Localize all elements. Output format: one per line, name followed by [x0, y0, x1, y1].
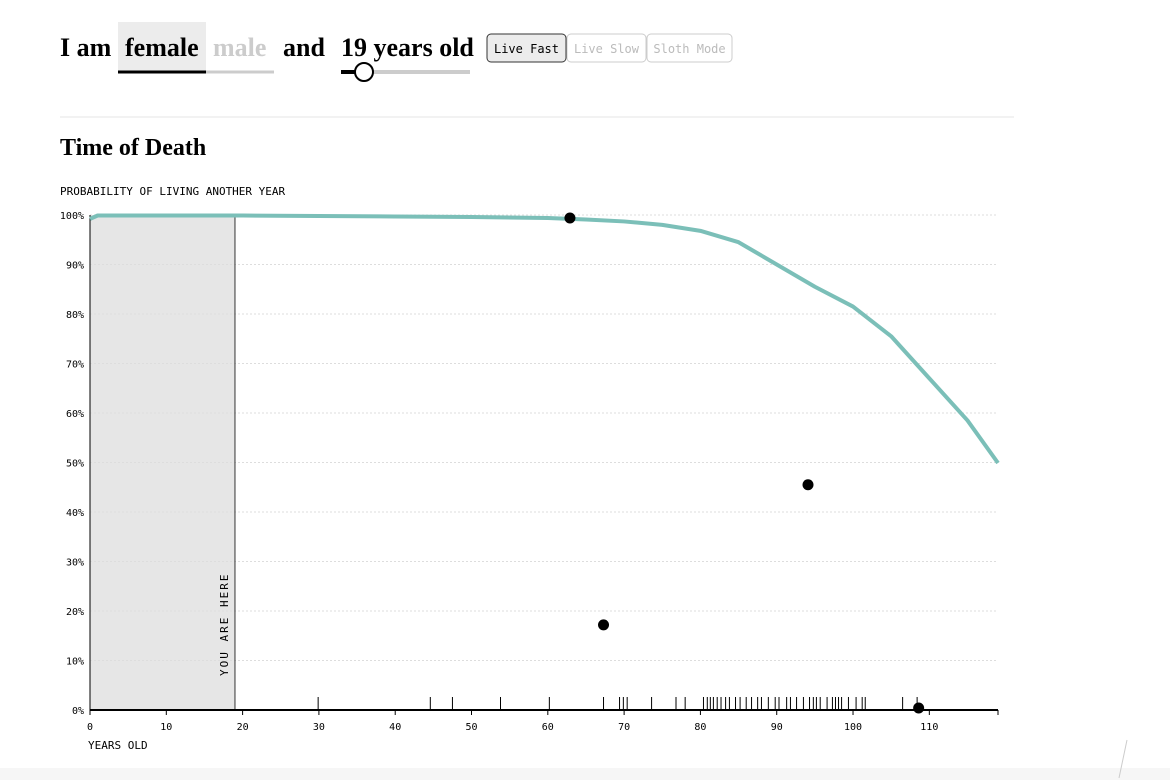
y-tick-label: 30% [66, 558, 84, 569]
prefix: I am [60, 33, 112, 62]
death-point [802, 479, 814, 491]
x-tick-label: 40 [389, 722, 401, 733]
mode-button[interactable] [566, 33, 647, 63]
x-tick-label: 20 [237, 722, 249, 733]
sex-option[interactable]: male [213, 33, 266, 62]
mode-button-label[interactable]: Live Fast [494, 42, 559, 56]
death-point [913, 702, 925, 714]
x-tick-label: 30 [313, 722, 325, 733]
mode-button[interactable] [486, 33, 567, 63]
x-tick-label: 0 [87, 722, 93, 733]
chart-title: Time of Death [60, 135, 206, 161]
x-tick-label: 70 [618, 722, 630, 733]
y-tick-label: 60% [66, 409, 84, 420]
decoration [1118, 739, 1128, 779]
joiner: and [283, 33, 325, 62]
sex-option-bg [118, 22, 206, 72]
death-point [598, 619, 610, 631]
x-tick-label: 110 [920, 722, 938, 733]
y-tick-label: 50% [66, 459, 84, 470]
x-tick-label: 50 [465, 722, 477, 733]
y-tick-label: 70% [66, 360, 84, 371]
x-axis-label: YEARS OLD [88, 739, 148, 752]
slider-handle[interactable] [354, 62, 374, 82]
y-tick-label: 20% [66, 607, 84, 618]
x-tick-label: 100 [844, 722, 862, 733]
death-point [564, 212, 576, 224]
mode-button[interactable] [646, 33, 733, 63]
y-tick-label: 100% [60, 211, 84, 222]
you-are-here-label: YOU ARE HERE [218, 573, 231, 676]
y-tick-label: 10% [66, 657, 84, 668]
age-label: 19 years old [341, 33, 474, 62]
survival-line [89, 213, 1000, 465]
x-tick-label: 90 [771, 722, 783, 733]
mode-button-label[interactable]: Live Slow [574, 42, 640, 56]
x-tick-label: 80 [694, 722, 706, 733]
y-tick-label: 90% [66, 261, 84, 272]
x-tick-label: 10 [160, 722, 172, 733]
y-tick-label: 80% [66, 310, 84, 321]
mode-button-label[interactable]: Sloth Mode [653, 42, 725, 56]
y-axis-label: PROBABILITY OF LIVING ANOTHER YEAR [60, 185, 286, 198]
footer-strip [0, 768, 1170, 780]
y-tick-label: 40% [66, 508, 84, 519]
x-tick-label: 60 [542, 722, 554, 733]
y-tick-label: 0% [72, 706, 84, 717]
sex-option[interactable]: female [125, 33, 199, 62]
